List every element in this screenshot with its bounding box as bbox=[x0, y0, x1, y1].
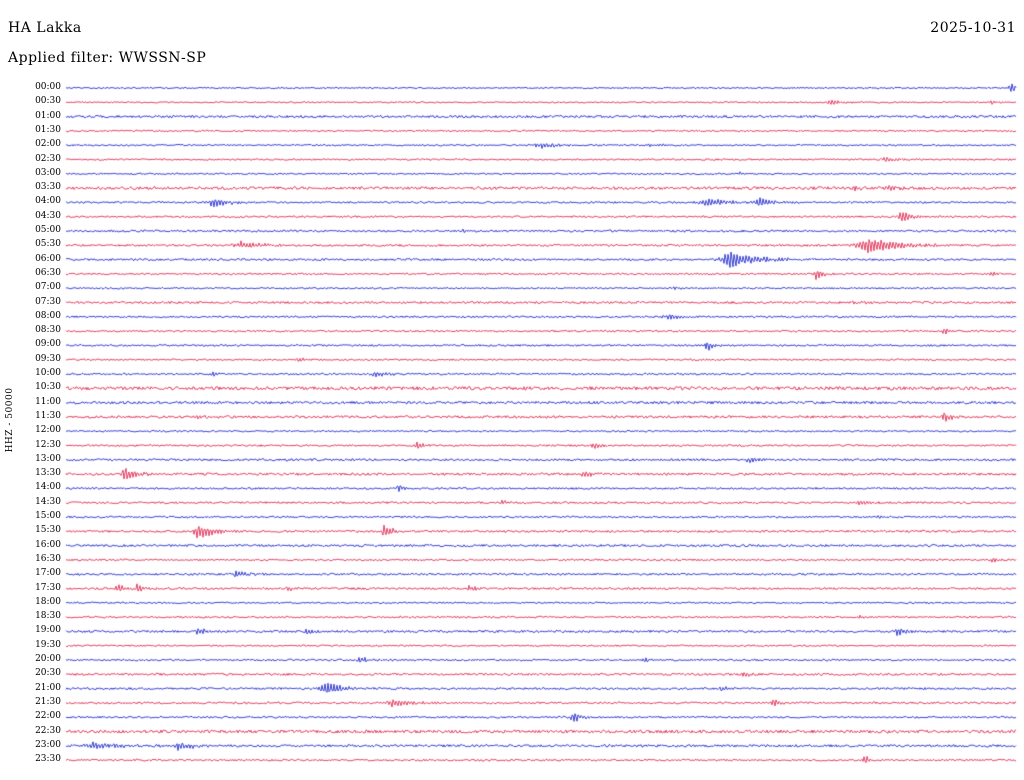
trace-time-label: 02:00 bbox=[35, 139, 61, 150]
trace-time-label: 14:00 bbox=[35, 482, 61, 493]
trace-time-label: 17:30 bbox=[35, 582, 61, 593]
trace-time-label: 08:30 bbox=[35, 325, 61, 336]
station-name: HA Lakka bbox=[8, 20, 82, 36]
trace-time-label: 04:30 bbox=[35, 210, 61, 221]
trace-time-label: 13:30 bbox=[35, 468, 61, 479]
trace-time-label: 05:00 bbox=[35, 225, 61, 235]
trace-time-label: 07:00 bbox=[35, 282, 61, 293]
trace-time-label: 04:00 bbox=[35, 196, 61, 207]
applied-filter-label: Applied filter: WWSSN-SP bbox=[8, 50, 207, 66]
trace-time-label: 09:00 bbox=[35, 339, 61, 350]
trace-time-label: 13:00 bbox=[35, 453, 61, 464]
trace-time-label: 21:30 bbox=[35, 696, 61, 707]
trace-time-label: 06:30 bbox=[35, 267, 61, 278]
trace-time-label: 22:00 bbox=[35, 711, 61, 722]
trace-time-label: 03:30 bbox=[35, 182, 61, 193]
trace-time-label: 02:30 bbox=[35, 153, 61, 164]
trace-time-label: 21:00 bbox=[35, 682, 61, 693]
trace-time-label: 19:00 bbox=[35, 625, 61, 636]
record-date: 2025-10-31 bbox=[930, 20, 1016, 36]
trace-time-label: 11:00 bbox=[35, 396, 61, 407]
trace-time-label: 15:00 bbox=[35, 511, 61, 521]
trace-time-label: 01:30 bbox=[35, 124, 61, 135]
trace-time-label: 10:30 bbox=[35, 382, 61, 393]
trace-time-label: 12:30 bbox=[35, 439, 61, 450]
trace-time-label: 16:30 bbox=[35, 553, 61, 564]
trace-time-label: 18:00 bbox=[35, 596, 61, 607]
trace-time-label: 23:30 bbox=[35, 754, 61, 765]
trace-time-label: 16:00 bbox=[35, 539, 61, 550]
trace-time-label: 01:00 bbox=[35, 110, 61, 121]
trace-time-label: 10:00 bbox=[35, 368, 61, 378]
trace-time-label: 20:00 bbox=[35, 654, 61, 664]
trace-time-label: 07:30 bbox=[35, 296, 61, 307]
trace-time-label: 15:30 bbox=[35, 525, 61, 536]
trace-time-label: 09:30 bbox=[35, 353, 61, 364]
trace-time-label: 08:00 bbox=[35, 310, 61, 321]
trace-time-label: 23:00 bbox=[35, 739, 61, 750]
trace-time-label: 05:30 bbox=[35, 239, 61, 250]
trace-time-label: 11:30 bbox=[35, 410, 61, 421]
trace-time-label: 00:30 bbox=[35, 96, 61, 107]
trace-time-label: 12:00 bbox=[35, 425, 61, 436]
trace-time-label: 18:30 bbox=[35, 611, 61, 622]
trace-time-label: 22:30 bbox=[35, 725, 61, 736]
trace-time-label: 19:30 bbox=[35, 639, 61, 650]
trace-time-label: 03:00 bbox=[35, 167, 61, 178]
trace-time-label: 17:00 bbox=[35, 568, 61, 579]
trace-time-label: 06:00 bbox=[35, 253, 61, 264]
trace-time-label: 20:30 bbox=[35, 668, 61, 679]
trace-time-label: 00:00 bbox=[35, 82, 61, 92]
trace-time-label: 14:30 bbox=[35, 496, 61, 507]
